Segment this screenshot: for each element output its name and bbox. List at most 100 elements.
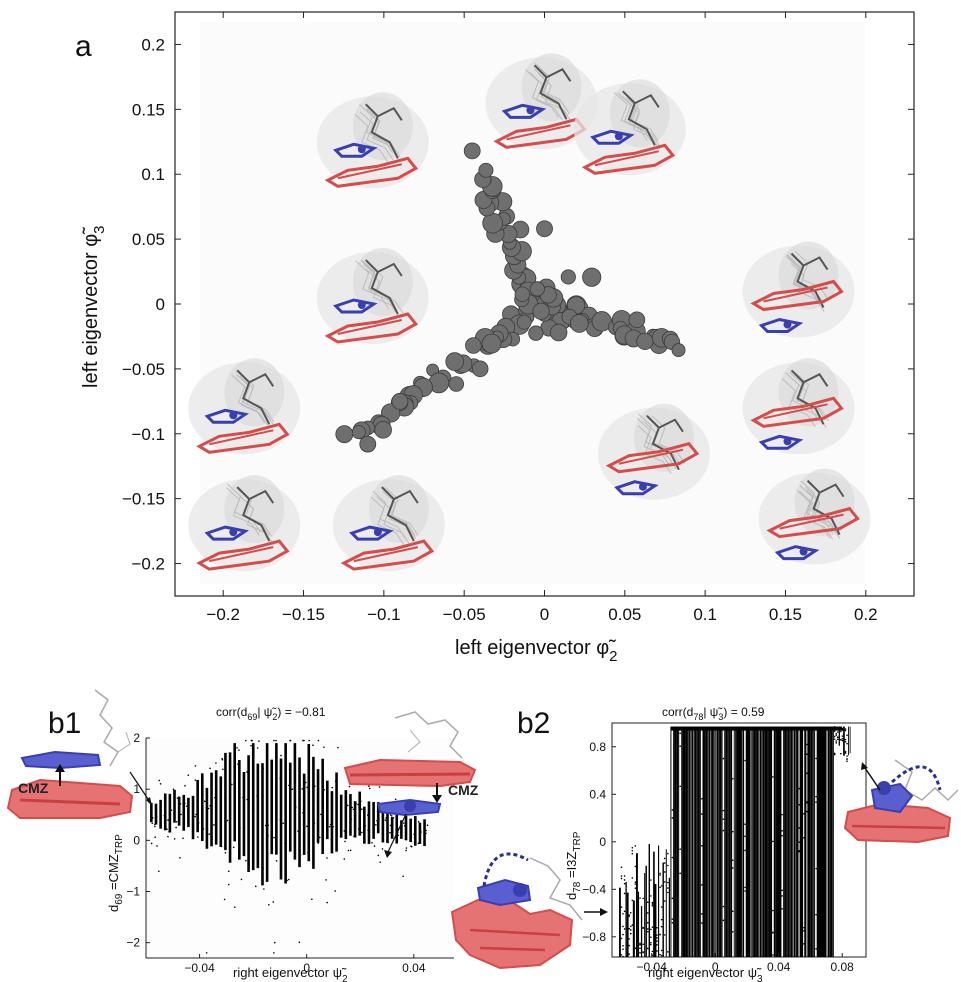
y-tick-label: −0.15 [122,490,165,509]
data-point [634,947,637,950]
data-point [302,835,305,837]
data-point [639,952,641,954]
data-point [336,844,338,847]
data-point [273,836,275,839]
data-point [656,944,658,946]
data-point [376,819,378,822]
data-point [207,807,210,810]
data-point [377,854,380,857]
data-point [620,866,623,869]
data-point [417,842,420,845]
data-point [671,856,674,859]
data-point [354,825,357,828]
data-point [280,754,282,757]
data-point [628,927,631,930]
data-point [667,951,669,953]
data-point [313,785,316,788]
data-point [569,314,589,333]
y-tick-label: −0.1 [131,425,165,444]
data-point [634,887,637,889]
data-point [233,906,236,909]
data-point [646,912,649,914]
data-point [194,779,197,781]
data-point [318,836,321,839]
data-point [620,875,623,877]
data-point [238,749,240,752]
x-tick-label: 0.04 [767,960,791,974]
x-tick-label: 0.1 [693,605,717,624]
data-point [355,802,357,805]
data-point [288,768,291,771]
data-point [802,930,805,932]
data-point [262,840,264,843]
data-point [375,823,377,826]
data-point [266,755,269,758]
data-point [251,739,253,742]
data-point [646,928,649,930]
data-point [150,842,153,845]
data-point [316,799,319,802]
panel-b1-ticks: −0.04 0 0.04 2 1 0 −1 −2 [126,731,426,975]
data-point [317,739,320,742]
data-point [392,817,395,819]
data-point [282,822,285,825]
data-point [381,848,384,850]
data-point [623,879,626,881]
data-point [772,954,774,956]
data-point [351,425,366,440]
data-point [258,740,260,742]
data-point [332,826,334,828]
data-point [158,779,161,782]
data-point [660,885,663,887]
data-point [772,776,774,778]
data-point [425,832,427,835]
data-point [256,795,258,797]
data-point [425,829,427,832]
data-point [815,757,817,760]
data-point [345,831,348,833]
molecule-snapshot [573,79,686,176]
data-point [650,936,652,938]
y-tick-label: 2 [133,731,140,745]
x-tick-label: 0.08 [831,960,855,974]
panel-b1-x-axis-label: right eigenvector ψ̃2 [233,965,348,982]
data-point [340,795,343,798]
data-point [166,828,168,830]
data-point [420,831,422,833]
data-point [835,742,838,744]
y-tick-label: 0.1 [141,165,165,184]
data-point [311,898,313,901]
data-point [267,824,269,826]
data-point [357,828,360,830]
data-point [722,809,725,812]
data-point [251,864,254,867]
data-point [361,831,363,834]
y-tick-label: 0 [599,835,606,849]
data-point [701,884,703,886]
data-point [222,768,224,771]
x-tick-label: 0.04 [402,961,426,975]
data-point [195,813,197,816]
data-point [196,836,199,838]
data-point [208,833,211,835]
x-tick-label: −0.15 [282,605,325,624]
data-point [622,933,624,936]
data-point [192,815,194,817]
data-point [254,885,257,888]
data-point [272,952,275,954]
data-point [623,892,626,895]
data-point [701,922,703,924]
data-point [313,822,316,825]
data-point [227,883,230,886]
y-tick-label: 0.05 [132,230,165,249]
data-point [363,837,365,839]
data-point [772,909,774,912]
data-point [844,738,847,741]
data-point [781,895,783,897]
panel-b1-right-structure: CMZ [343,711,479,817]
y-tick-label: −0.8 [582,930,606,944]
data-point [731,859,734,862]
panel-a-y-axis-label: left eigenvector φ̃3 [80,225,108,388]
data-point [840,730,842,733]
y-tick-label: −1 [126,884,140,898]
